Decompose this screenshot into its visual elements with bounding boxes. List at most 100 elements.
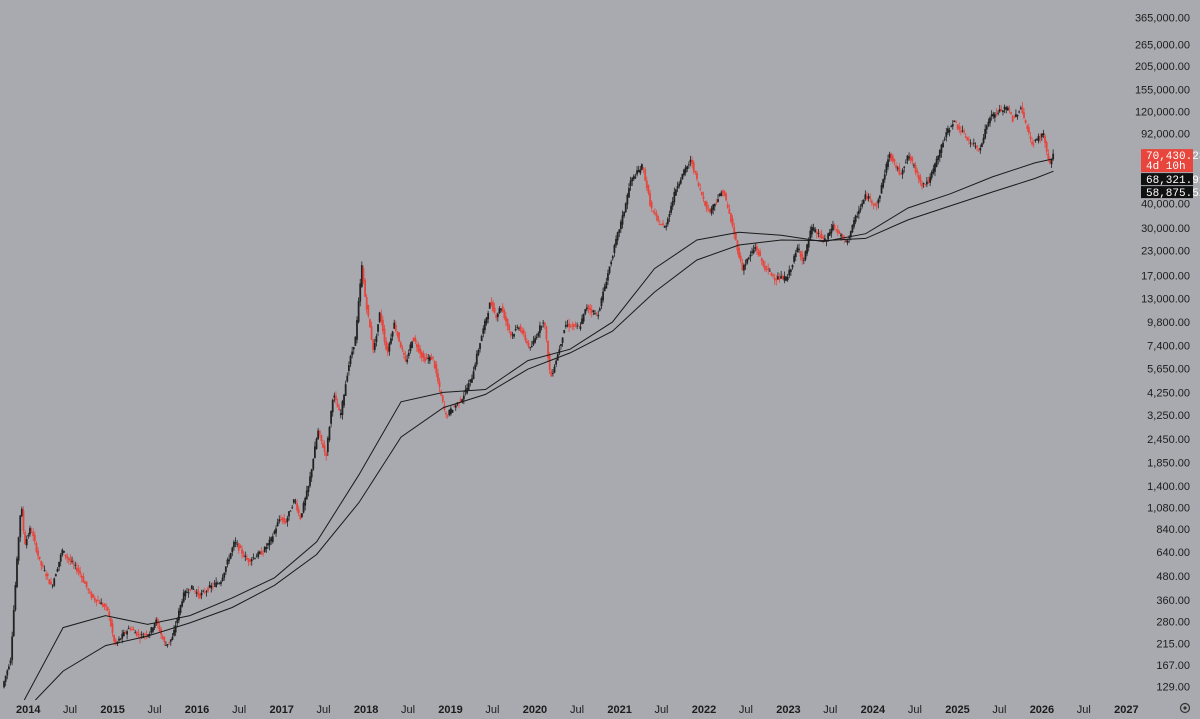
- candle-body: [313, 446, 316, 459]
- x-tick-label: 2014: [16, 704, 41, 716]
- candle: [1029, 132, 1032, 143]
- candle-body: [924, 184, 927, 185]
- candle-body: [80, 575, 83, 578]
- x-tick-label: Jul: [739, 704, 753, 716]
- candle: [629, 176, 632, 191]
- candle-body: [254, 558, 256, 560]
- candle: [315, 437, 318, 450]
- candle: [11, 631, 14, 666]
- candle-body: [3, 681, 5, 688]
- candle: [369, 318, 371, 328]
- x-tick-label: 2021: [607, 704, 631, 716]
- candle: [341, 399, 344, 420]
- candle: [992, 111, 995, 120]
- candle: [284, 519, 287, 524]
- candle: [896, 165, 899, 172]
- candle-body: [487, 312, 490, 320]
- candle-body: [64, 554, 67, 557]
- candle-body: [791, 265, 794, 268]
- candle-body: [741, 262, 744, 271]
- candle: [35, 541, 38, 554]
- candle: [780, 270, 783, 279]
- candle: [921, 180, 923, 190]
- candle-body: [40, 560, 43, 566]
- candle: [984, 124, 987, 140]
- candle: [730, 213, 732, 224]
- candle-body: [811, 226, 813, 235]
- candle-body: [467, 383, 470, 390]
- candle: [666, 216, 669, 227]
- candle-body: [1026, 125, 1029, 129]
- candle: [333, 392, 336, 403]
- candle-body: [12, 610, 15, 637]
- candle-body: [30, 530, 33, 533]
- candle: [579, 321, 582, 331]
- candle: [641, 163, 643, 171]
- candle-body: [806, 244, 808, 254]
- candle: [505, 312, 507, 327]
- candle-body: [619, 221, 622, 230]
- candle-body: [945, 132, 948, 138]
- candle-body: [479, 343, 481, 350]
- candle-body: [223, 572, 226, 578]
- candle-body: [90, 592, 93, 598]
- candle-body: [1003, 106, 1006, 110]
- candle-body: [866, 196, 868, 200]
- candle-body: [607, 273, 609, 281]
- candle: [192, 586, 195, 591]
- candle-body: [208, 585, 211, 588]
- candle: [584, 308, 587, 316]
- candle: [853, 217, 855, 230]
- candle: [262, 550, 264, 557]
- candle: [24, 529, 26, 545]
- candle: [694, 170, 697, 176]
- candle: [875, 201, 878, 211]
- candle: [736, 239, 739, 255]
- candle: [377, 324, 379, 337]
- candle: [1015, 109, 1017, 118]
- candle-body: [943, 138, 946, 140]
- candle: [917, 171, 920, 184]
- candle-body: [213, 583, 216, 585]
- candle: [882, 178, 885, 189]
- candle-body: [812, 227, 815, 231]
- candle: [987, 118, 990, 128]
- candle-body: [462, 395, 465, 400]
- candle-body: [822, 237, 825, 239]
- candle-body: [304, 497, 307, 506]
- candle: [411, 340, 413, 349]
- candle: [181, 598, 184, 608]
- candle-body: [121, 633, 124, 639]
- x-tick-label: 2025: [945, 704, 969, 716]
- x-tick-label: 2018: [354, 704, 378, 716]
- y-tick-label: 1,080.00: [1147, 503, 1190, 515]
- candle-body: [827, 233, 830, 240]
- candle-body: [1042, 133, 1045, 136]
- candle: [288, 511, 290, 521]
- candle-body: [305, 490, 308, 500]
- candle-body: [828, 232, 831, 236]
- candle-body: [399, 342, 402, 348]
- axis-settings-icon[interactable]: [1179, 702, 1191, 714]
- candle-body: [540, 326, 543, 328]
- candle-body: [699, 188, 702, 190]
- candle: [56, 566, 59, 573]
- candle-body: [1052, 153, 1055, 160]
- candle: [775, 275, 778, 286]
- candle: [576, 322, 579, 330]
- candle-body: [27, 535, 30, 537]
- y-tick-label: 23,000.00: [1141, 245, 1190, 257]
- candle: [1013, 115, 1016, 119]
- candle: [249, 558, 252, 565]
- candle: [509, 330, 512, 339]
- candle-body: [1036, 139, 1038, 140]
- candle: [929, 173, 932, 187]
- candle: [616, 231, 619, 245]
- candle-body: [477, 350, 480, 355]
- candle-body: [226, 559, 229, 565]
- candle-body: [867, 196, 870, 199]
- candle-body: [29, 528, 31, 535]
- candle: [119, 638, 122, 641]
